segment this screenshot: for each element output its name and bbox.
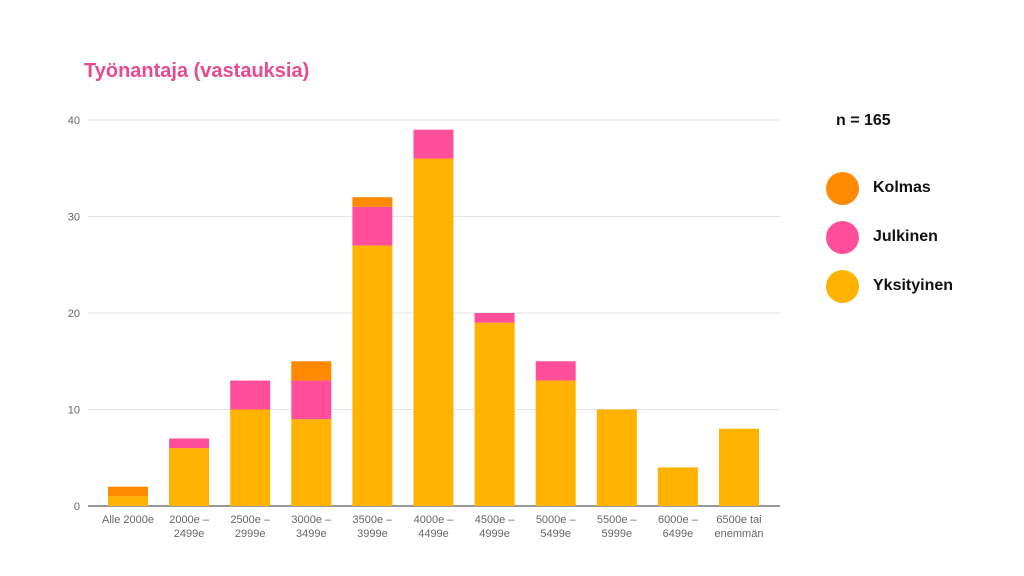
bar-kolmas-4 [352, 197, 393, 207]
bar-yksityinen-5 [413, 158, 454, 506]
legend-swatch [826, 220, 859, 254]
chart-title: Työnantaja (vastauksia) [84, 60, 310, 82]
legend-swatch [826, 269, 859, 303]
y-tick-label: 20 [68, 308, 80, 320]
legend-item-yksityinen: Yksityinen [826, 269, 954, 303]
x-tick-label: 5500e –5999e [597, 514, 638, 540]
bar-julkinen-6 [474, 313, 515, 323]
legend-swatch [826, 171, 859, 205]
bar-julkinen-2 [230, 380, 271, 410]
x-tick-label: 2500e –2999e [230, 514, 271, 540]
y-tick-label: 30 [68, 212, 80, 224]
x-tick-label: 3500e –3999e [353, 514, 394, 540]
bar-julkinen-1 [169, 438, 210, 449]
bar-yksityinen-1 [169, 448, 210, 506]
x-tick-label: 6500e tai enemmän [715, 514, 764, 540]
legend-item-julkinen: Julkinen [826, 220, 953, 254]
x-tick-label: 2000e –2499e [169, 514, 210, 540]
x-tick-label: 4500e –4999e [475, 514, 516, 540]
bar-yksityinen-2 [230, 409, 271, 506]
sample-size-note: n = 165 [836, 112, 891, 129]
y-tick-labels: 0 10 20 30 40 [68, 115, 80, 513]
x-tick-label: 6000e –6499e [658, 514, 699, 540]
bar-yksityinen-9 [657, 467, 698, 506]
bar-yksityinen-0 [108, 496, 148, 506]
legend-label: Julkinen [873, 228, 938, 245]
bar-kolmas-0 [108, 486, 148, 497]
bars [108, 129, 759, 506]
x-tick-label: 3000e –3499e [291, 514, 332, 540]
x-tick-label: 5000e –5499e [536, 514, 577, 540]
legend: Kolmas Julkinen Yksityinen [826, 171, 954, 319]
bar-yksityinen-4 [352, 245, 393, 506]
bar-julkinen-5 [413, 129, 454, 159]
y-tick-label: 40 [68, 115, 80, 127]
bar-yksityinen-7 [535, 380, 576, 506]
bar-julkinen-4 [352, 206, 393, 246]
bar-yksityinen-8 [596, 409, 637, 506]
legend-label: Yksityinen [873, 277, 954, 294]
x-tick-labels: Alle 2000e 2000e –2499e 2500e –2999e 3000e … [102, 514, 763, 540]
legend-label: Kolmas [873, 179, 931, 196]
bar-julkinen-7 [535, 361, 576, 381]
y-tick-label: 0 [74, 501, 80, 513]
bar-yksityinen-10 [719, 428, 759, 506]
x-tick-label: Alle 2000e [102, 514, 154, 526]
bar-yksityinen-3 [291, 419, 332, 506]
bar-yksityinen-6 [474, 322, 515, 506]
y-tick-label: 10 [68, 405, 80, 417]
bar-kolmas-3 [291, 361, 332, 381]
legend-item-kolmas: Kolmas [826, 171, 953, 205]
x-tick-label: 4000e –4499e [414, 514, 455, 540]
bar-julkinen-3 [291, 380, 332, 420]
